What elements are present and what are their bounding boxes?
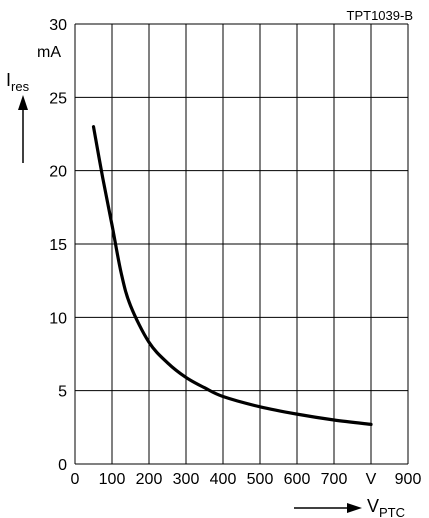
y-tick-label: 0 bbox=[58, 457, 67, 474]
x-tick-label: 600 bbox=[284, 471, 311, 488]
x-unit-label: V bbox=[366, 471, 377, 488]
x-tick-label: 400 bbox=[210, 471, 237, 488]
x-axis-arrow bbox=[294, 503, 362, 513]
y-axis-arrow bbox=[18, 95, 28, 163]
y-unit-label: mA bbox=[37, 44, 61, 61]
x-tick-label: 100 bbox=[99, 471, 126, 488]
x-tick-label: 0 bbox=[71, 471, 80, 488]
y-tick-label: 10 bbox=[49, 310, 67, 327]
y-axis-label: Ires bbox=[6, 70, 30, 94]
chart-tick-labels: 0 100 200 300 400 500 600 700 900 V 0 5 10 15 20 25 30 bbox=[49, 17, 421, 488]
figure-id: TPT1039-B bbox=[347, 8, 413, 23]
x-tick-label: 300 bbox=[173, 471, 200, 488]
x-axis-label: VPTC bbox=[367, 496, 405, 518]
chart-curve-group bbox=[91, 125, 373, 426]
y-tick-label: 5 bbox=[58, 384, 67, 401]
series-line bbox=[91, 125, 373, 426]
y-tick-label: 30 bbox=[49, 17, 67, 34]
x-tick-label: 900 bbox=[395, 471, 422, 488]
chart-grid bbox=[74, 23, 409, 465]
y-tick-label: 20 bbox=[49, 164, 67, 181]
x-tick-label: 500 bbox=[247, 471, 274, 488]
y-tick-label: 25 bbox=[49, 90, 67, 107]
x-tick-label: 700 bbox=[321, 471, 348, 488]
x-tick-label: 200 bbox=[136, 471, 163, 488]
y-tick-label: 15 bbox=[49, 237, 67, 254]
